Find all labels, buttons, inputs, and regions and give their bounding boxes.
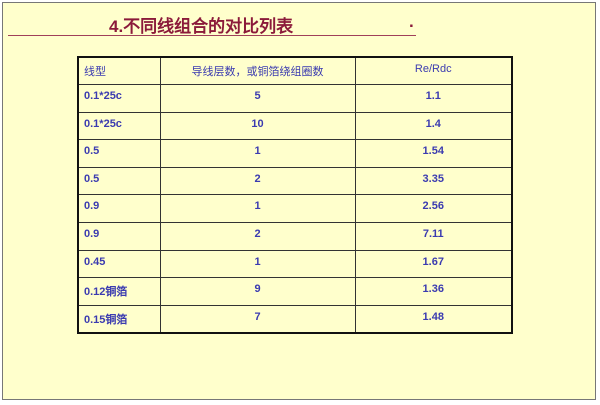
table-cell: 2 — [159, 166, 356, 196]
title-underline — [8, 35, 416, 36]
table-cell: 7.11 — [354, 222, 513, 251]
table-cell: 5 — [159, 84, 356, 113]
table-cell: 1.67 — [354, 249, 513, 279]
table-cell: 1 — [159, 194, 356, 224]
table-cell: 1.48 — [354, 304, 513, 334]
table-cell: 1 — [159, 139, 356, 168]
table-cell: 2.56 — [354, 194, 513, 224]
table-cell: 0.1*25c — [77, 84, 161, 113]
table-row: 0.15铜箔 7 1.48 — [77, 304, 513, 334]
table-row: 0.5 1 1.54 — [77, 139, 513, 168]
table-cell: 1.1 — [354, 84, 513, 113]
table-cell: 1.4 — [354, 111, 513, 141]
header-cell: 线型 — [77, 56, 161, 86]
table-cell: 0.5 — [77, 166, 161, 196]
table-cell: 0.5 — [77, 139, 161, 168]
table-cell: 2 — [159, 222, 356, 251]
table-cell: 0.1*25c — [77, 111, 161, 141]
table-row: 0.9 2 7.11 — [77, 222, 513, 251]
table-row: 0.9 1 2.56 — [77, 194, 513, 224]
table-cell: 1.54 — [354, 139, 513, 168]
table-cell: 7 — [159, 304, 356, 334]
comparison-table: 线型 导线层数，或铜箔绕组圈数 Re/Rdc 0.1*25c 5 1.1 0.1*25… — [77, 56, 513, 334]
table-row: 0.12铜箔 9 1.36 — [77, 277, 513, 306]
table-cell: 1 — [159, 249, 356, 279]
header-cell: Re/Rdc — [354, 56, 513, 86]
table-cell: 3.35 — [354, 166, 513, 196]
table-cell: 0.9 — [77, 194, 161, 224]
table-row: 0.5 2 3.35 — [77, 166, 513, 196]
table-cell: 0.9 — [77, 222, 161, 251]
table-cell: 1.36 — [354, 277, 513, 306]
table-row: 0.1*25c 5 1.1 — [77, 84, 513, 113]
table-cell: 0.15铜箔 — [77, 304, 161, 334]
slide-title: 4.不同线组合的对比列表 — [109, 17, 294, 36]
table-header-row: 线型 导线层数，或铜箔绕组圈数 Re/Rdc — [77, 56, 513, 86]
table-row: 0.1*25c 10 1.4 — [77, 111, 513, 141]
table-cell: 0.45 — [77, 249, 161, 279]
table-cell: 0.12铜箔 — [77, 277, 161, 306]
table-cell: 10 — [159, 111, 356, 141]
title-suffix: . — [409, 12, 414, 31]
table-cell: 9 — [159, 277, 356, 306]
header-cell: 导线层数，或铜箔绕组圈数 — [159, 56, 356, 86]
table-row: 0.45 1 1.67 — [77, 249, 513, 279]
